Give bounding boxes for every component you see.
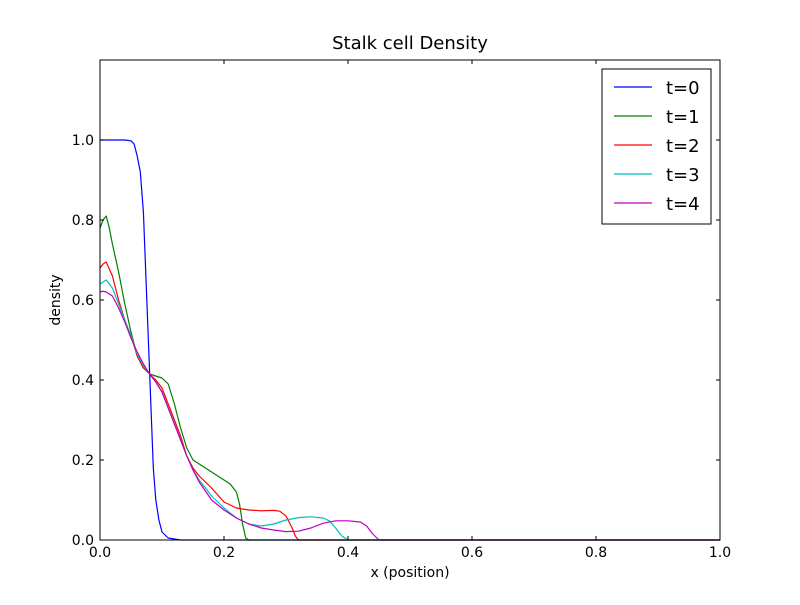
legend-label: t=4	[666, 194, 700, 215]
y-tick-label: 0.0	[72, 533, 94, 549]
y-tick-label: 0.4	[72, 373, 94, 389]
legend-label: t=3	[666, 165, 700, 186]
x-tick-label: 0.6	[461, 545, 483, 561]
x-tick-label: 1.0	[709, 545, 731, 561]
plot-area: 0.0 0.2 0.4 0.6 0.8 1.0 0.0 0.2 0.4 0.6 0.8 1.0 t=0 t…	[72, 59, 731, 561]
y-tick-label: 0.8	[72, 213, 94, 229]
y-tick-label: 0.6	[72, 293, 94, 309]
series-line-t=4	[99, 290, 720, 541]
x-axis-label: x (position)	[370, 565, 449, 581]
legend-label: t=0	[666, 78, 700, 99]
series-line-t=3	[99, 279, 720, 541]
y-tick-label: 0.2	[72, 453, 94, 469]
x-tick-label: 0.4	[337, 545, 359, 561]
x-tick-label: 0.8	[585, 545, 607, 561]
y-tick-label: 1.0	[72, 133, 94, 149]
legend-label: t=2	[666, 136, 700, 157]
legend-box	[601, 68, 712, 225]
x-tick-label: 0.2	[213, 545, 235, 561]
x-tick-label: 0.0	[89, 545, 111, 561]
chart-title: Stalk cell Density	[332, 33, 488, 54]
legend-label: t=1	[666, 107, 700, 128]
series-line-t=1	[99, 215, 720, 541]
y-axis-label: density	[48, 274, 64, 325]
